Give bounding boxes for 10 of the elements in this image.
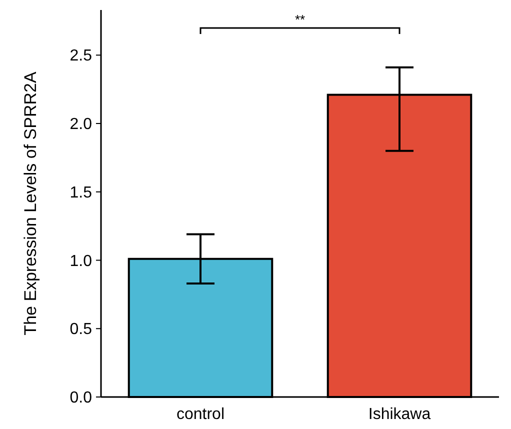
y-axis-title: The Expression Levels of SPRR2A <box>21 71 40 336</box>
y-tick-label: 0.5 <box>70 321 92 338</box>
y-tick-label: 1.5 <box>70 184 92 202</box>
x-tick-label: control <box>176 406 225 423</box>
y-tick-label: 0.0 <box>70 390 92 407</box>
x-tick-label: Ishikawa <box>368 406 431 423</box>
y-tick-label: 1.0 <box>70 252 92 270</box>
annotation: ** <box>294 12 306 27</box>
y-tick-label: 2.5 <box>70 48 92 65</box>
y-tick-label: 2.0 <box>70 116 92 134</box>
